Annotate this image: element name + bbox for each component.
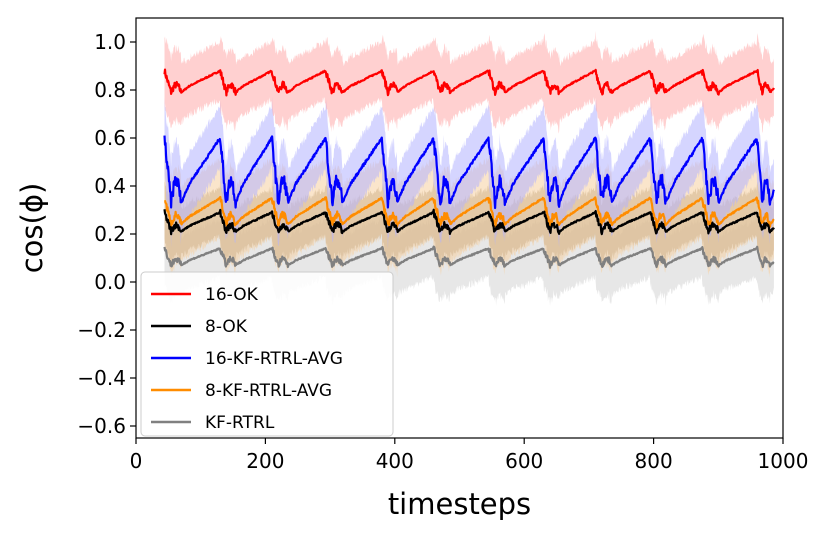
band-16-ok: [164, 30, 774, 134]
y-tick-label: 0.8: [94, 78, 126, 102]
y-axis-title: cos(ϕ): [15, 183, 49, 274]
x-tick-label: 600: [505, 449, 543, 473]
band-16-kf-rtrl-avg: [164, 96, 774, 250]
plot-frame: [135, 17, 784, 439]
y-tick-label: −0.6: [77, 414, 126, 438]
y-tick-label: 0.4: [94, 174, 126, 198]
y-tick-label: −0.2: [77, 318, 126, 342]
x-tick-label: 1000: [758, 449, 809, 473]
legend-label: 16-KF-RTRL-AVG: [205, 349, 343, 369]
series-lines: [163, 68, 775, 269]
legend-label: 8-OK: [205, 317, 248, 337]
x-tick-label: 0: [130, 449, 143, 473]
legend: 16-OK 8-OK 16-KF-RTRL-AVG 8-KF-RTRL-AVG KF-R…: [140, 271, 394, 437]
legend-box: [140, 271, 394, 437]
y-tick-label: 0.0: [94, 270, 126, 294]
y-axis-ticks: −0.6 −0.4 −0.2 0.0 0.2 0.4 0.6 0.8 1.0: [77, 30, 136, 438]
x-tick-label: 200: [246, 449, 284, 473]
x-axis-ticks: 0 200 400 600 800 1000: [130, 438, 809, 473]
series-line-8-ok: [163, 208, 775, 236]
series-line-kf-rtrl: [163, 245, 775, 269]
legend-label: 16-OK: [205, 285, 259, 305]
legend-label: 8-KF-RTRL-AVG: [205, 381, 332, 401]
y-tick-label: 0.6: [94, 126, 126, 150]
y-tick-label: −0.4: [77, 366, 126, 390]
legend-label: KF-RTRL: [205, 413, 275, 433]
y-tick-label: 0.2: [94, 222, 126, 246]
x-axis-title: timesteps: [388, 487, 531, 521]
x-tick-label: 800: [635, 449, 673, 473]
series-line-16-kf-rtrl-avg: [163, 135, 775, 210]
series-line-16-ok: [163, 68, 775, 97]
y-tick-label: 1.0: [94, 30, 126, 54]
x-tick-label: 400: [376, 449, 414, 473]
series-line-8-kf-rtrl-avg: [163, 195, 775, 229]
